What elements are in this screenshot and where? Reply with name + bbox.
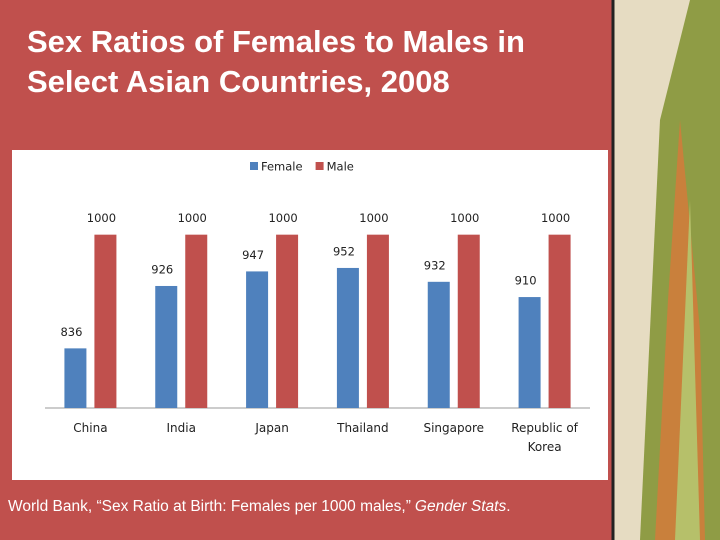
- bar: [185, 234, 208, 408]
- value-label: 952: [333, 244, 355, 258]
- legend-label: Male: [327, 160, 354, 174]
- value-label: 1000: [178, 211, 207, 225]
- bar: [518, 297, 541, 408]
- source-text: World Bank, “Sex Ratio at Birth: Females…: [8, 498, 411, 515]
- source-title: Gender Stats: [414, 498, 507, 515]
- value-label: 932: [424, 258, 446, 272]
- x-tick-label: India: [166, 421, 196, 435]
- x-tick-label: Singapore: [423, 421, 485, 435]
- value-label: 1000: [450, 211, 479, 225]
- legend-swatch: [315, 162, 324, 170]
- bar: [276, 234, 299, 408]
- bar: [336, 267, 359, 408]
- x-tick-label: China: [73, 421, 108, 435]
- value-label: 1000: [359, 211, 388, 225]
- x-tick-label: Thailand: [337, 421, 389, 435]
- bar: [246, 271, 269, 408]
- value-label: 1000: [541, 211, 570, 225]
- bar: [64, 348, 87, 408]
- decor-shape: [675, 200, 700, 540]
- bar: [548, 234, 571, 408]
- source: World Bank, “Sex Ratio at Birth: Females…: [8, 498, 511, 516]
- legend-label: Female: [261, 160, 303, 174]
- bar: [94, 234, 117, 408]
- legend-swatch: [250, 162, 258, 170]
- value-label: 926: [151, 262, 173, 276]
- value-label: 836: [60, 325, 82, 339]
- bar: [155, 285, 178, 408]
- x-tick-label: Japan: [255, 421, 289, 435]
- value-label: 910: [515, 274, 537, 288]
- x-tick-label: Republic of Korea: [511, 421, 578, 454]
- bar: [457, 234, 480, 408]
- source-end: .: [506, 498, 511, 515]
- bar: [427, 281, 450, 408]
- chart-title: Sex Ratios of Females to Males in Select…: [27, 24, 525, 99]
- value-label: 947: [242, 248, 264, 262]
- value-label: 1000: [87, 211, 116, 225]
- value-label: 1000: [268, 211, 297, 225]
- bar: [366, 234, 389, 408]
